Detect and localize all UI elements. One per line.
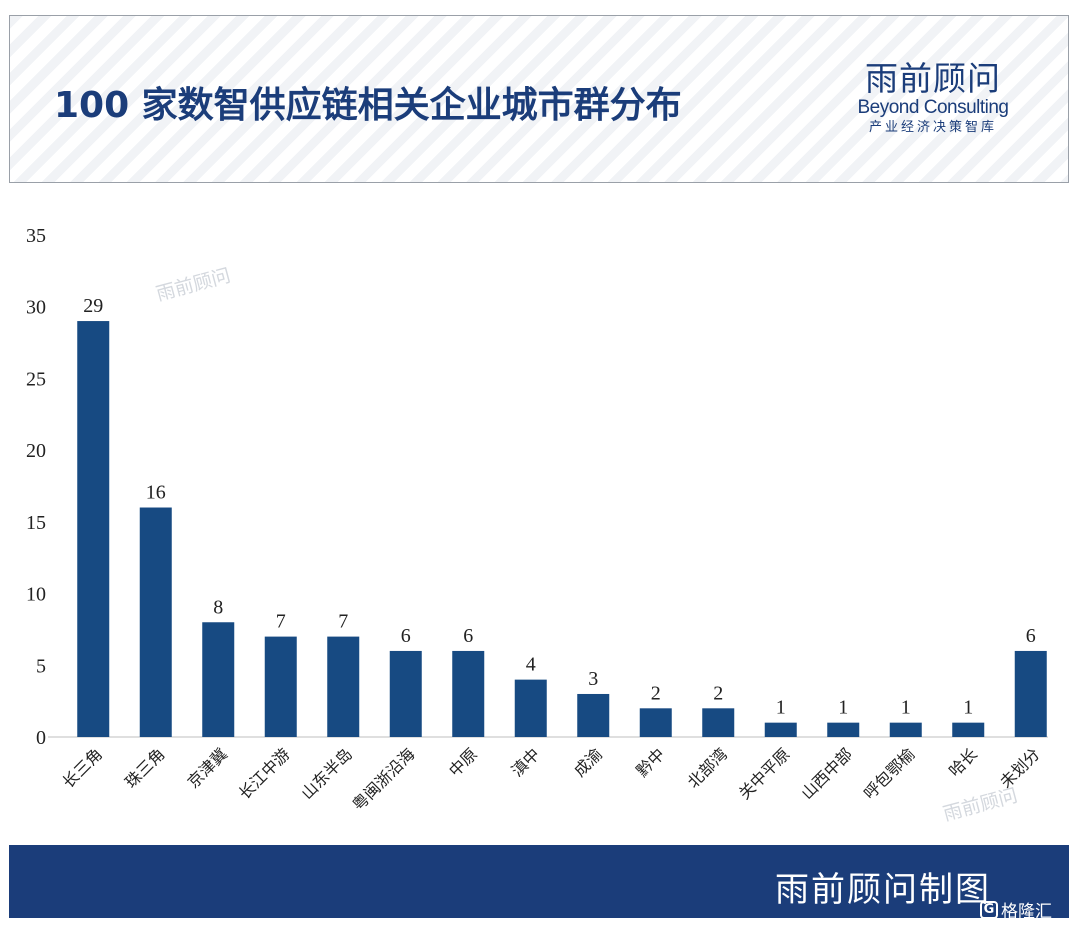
data-label: 6 bbox=[401, 625, 411, 647]
data-label: 2 bbox=[651, 682, 661, 704]
brand-name-cn: 雨前顾问 bbox=[865, 59, 1001, 98]
bar bbox=[577, 693, 610, 737]
data-label: 6 bbox=[1026, 625, 1036, 647]
data-label: 3 bbox=[588, 668, 598, 690]
x-tick-label: 北部湾 bbox=[684, 744, 731, 791]
x-tick-label: 关中平原 bbox=[735, 744, 794, 803]
bar bbox=[202, 622, 235, 737]
y-tick-label: 0 bbox=[36, 727, 46, 749]
footer-banner: 雨前顾问制图 bbox=[9, 845, 1069, 918]
x-tick-label: 滇中 bbox=[508, 744, 544, 780]
bar bbox=[827, 722, 860, 737]
y-tick-label: 30 bbox=[26, 297, 46, 319]
data-label: 1 bbox=[901, 697, 911, 719]
x-tick-label: 长三角 bbox=[59, 744, 106, 791]
x-tick-label: 山东半岛 bbox=[297, 744, 356, 803]
y-tick-label: 15 bbox=[26, 512, 46, 534]
y-tick-label: 10 bbox=[26, 584, 46, 606]
bar bbox=[952, 722, 985, 737]
bar bbox=[264, 636, 297, 737]
bar bbox=[327, 636, 360, 737]
source-badge: G 格隆汇 bbox=[980, 897, 1052, 922]
bar bbox=[1014, 650, 1047, 737]
x-tick-label: 呼包鄂榆 bbox=[860, 744, 919, 803]
x-tick-label: 京津冀 bbox=[184, 744, 231, 791]
header-banner: 100 家数智供应链相关企业城市群分布 雨前顾问 Beyond Consulti… bbox=[9, 15, 1069, 183]
data-label: 1 bbox=[838, 697, 848, 719]
bar bbox=[389, 650, 422, 737]
bar-chart: 0510152025303529长三角16珠三角8京津冀7长江中游7山东半岛6粤… bbox=[26, 225, 1048, 814]
x-tick-label: 粤闽浙沿海 bbox=[349, 744, 419, 814]
data-label: 4 bbox=[526, 654, 536, 676]
footer-caption: 雨前顾问制图 bbox=[775, 870, 991, 910]
badge-text: 格隆汇 bbox=[1001, 902, 1052, 922]
bar bbox=[452, 650, 485, 737]
brand-tagline: 产业经济决策智库 bbox=[868, 120, 997, 135]
x-tick-label: 山西中部 bbox=[797, 744, 856, 803]
page-title: 100 家数智供应链相关企业城市群分布 bbox=[54, 85, 682, 126]
y-tick-label: 20 bbox=[26, 440, 46, 462]
bar bbox=[889, 722, 922, 737]
data-label: 7 bbox=[338, 611, 348, 633]
badge-logo-icon: G bbox=[980, 900, 998, 919]
y-tick-label: 25 bbox=[26, 368, 46, 390]
x-tick-label: 长江中游 bbox=[235, 744, 294, 803]
bar bbox=[77, 321, 110, 737]
y-tick-label: 5 bbox=[36, 655, 46, 677]
bar bbox=[639, 708, 672, 737]
data-label: 7 bbox=[276, 611, 286, 633]
data-label: 16 bbox=[146, 482, 166, 504]
x-tick-label: 哈长 bbox=[945, 744, 981, 780]
x-tick-label: 中原 bbox=[445, 744, 481, 780]
y-tick-label: 35 bbox=[26, 225, 46, 247]
x-tick-label: 成渝 bbox=[570, 744, 606, 780]
brand-name-en: Beyond Consulting bbox=[857, 97, 1010, 118]
bar bbox=[514, 679, 547, 737]
data-label: 6 bbox=[463, 625, 473, 647]
brand-logo: 雨前顾问 Beyond Consulting 产业经济决策智库 bbox=[848, 61, 1018, 137]
data-label: 29 bbox=[83, 295, 103, 317]
x-tick-label: 珠三角 bbox=[121, 744, 168, 791]
x-tick-label: 黔中 bbox=[633, 744, 669, 780]
data-label: 8 bbox=[213, 596, 223, 618]
data-label: 2 bbox=[713, 682, 723, 704]
data-label: 1 bbox=[963, 697, 973, 719]
bar bbox=[702, 708, 735, 737]
data-label: 1 bbox=[776, 697, 786, 719]
bar bbox=[764, 722, 797, 737]
bar bbox=[139, 507, 172, 737]
